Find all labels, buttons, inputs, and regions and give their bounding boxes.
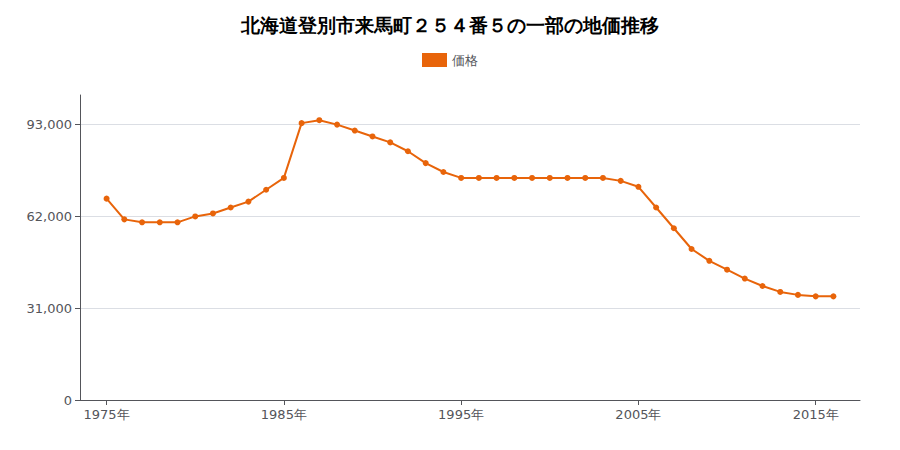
svg-text:31,000: 31,000: [27, 301, 73, 316]
svg-text:1975年: 1975年: [84, 407, 130, 422]
svg-text:価格: 価格: [452, 53, 478, 68]
svg-text:2005年: 2005年: [615, 407, 661, 422]
svg-text:1985年: 1985年: [261, 407, 307, 422]
svg-text:93,000: 93,000: [27, 117, 73, 132]
svg-text:62,000: 62,000: [27, 209, 73, 224]
svg-text:2015年: 2015年: [793, 407, 839, 422]
svg-text:1995年: 1995年: [438, 407, 484, 422]
svg-text:北海道登別市来馬町２５４番５の一部の地価推移: 北海道登別市来馬町２５４番５の一部の地価推移: [240, 14, 659, 36]
svg-text:0: 0: [64, 393, 72, 408]
